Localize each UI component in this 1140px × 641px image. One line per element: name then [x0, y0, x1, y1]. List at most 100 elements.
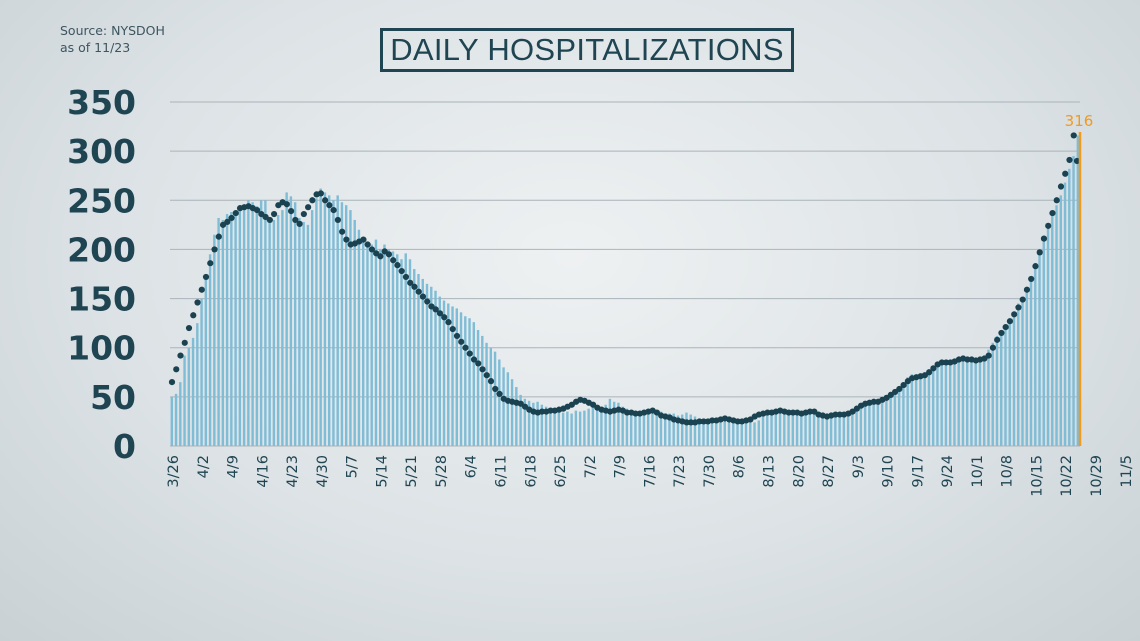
bar — [1017, 303, 1020, 446]
x-tick-label: 8/27 — [821, 455, 837, 488]
bar — [931, 367, 935, 446]
average-dot — [266, 216, 273, 224]
bar — [600, 410, 603, 446]
bar — [268, 217, 271, 446]
average-dot — [202, 273, 210, 281]
bar — [889, 394, 892, 446]
bar — [634, 411, 637, 446]
bar — [285, 192, 288, 446]
average-dot — [926, 369, 933, 376]
bar — [574, 410, 578, 446]
average-dot — [632, 410, 639, 417]
average-dot — [411, 283, 418, 290]
average-dot — [1049, 209, 1056, 217]
average-dot — [339, 228, 346, 235]
bar — [676, 415, 680, 446]
bar — [757, 420, 760, 446]
x-tick-label: 5/28 — [434, 455, 450, 488]
average-dot — [415, 288, 422, 295]
bar — [893, 391, 897, 446]
bar — [978, 359, 982, 446]
average-dot — [709, 417, 716, 424]
bar — [421, 278, 424, 446]
bar — [804, 412, 807, 446]
bar — [481, 335, 484, 446]
average-dot — [1070, 132, 1077, 139]
bar — [983, 355, 986, 446]
bar — [179, 382, 182, 446]
bar — [540, 404, 544, 446]
bar — [800, 411, 803, 446]
bar — [349, 210, 352, 446]
bar — [1059, 195, 1062, 446]
average-dot — [343, 236, 350, 243]
bar — [957, 361, 960, 446]
bar — [693, 416, 697, 446]
average-dot — [734, 418, 741, 425]
bar — [1021, 298, 1024, 446]
average-dot — [228, 214, 235, 222]
bar — [974, 362, 977, 446]
y-tick-label: 0 — [113, 427, 136, 466]
x-tick-label: 6/4 — [464, 455, 480, 478]
bar — [668, 413, 671, 446]
bar — [583, 410, 586, 446]
bar — [570, 413, 573, 446]
bar — [468, 318, 471, 446]
average-dot — [270, 210, 278, 218]
average-dot — [322, 197, 329, 204]
bar — [455, 308, 458, 446]
bar — [464, 316, 467, 446]
bar — [995, 335, 999, 446]
average-dot — [326, 202, 333, 209]
bar — [1051, 215, 1054, 446]
bar — [791, 413, 795, 446]
x-tick-label: 8/20 — [791, 455, 807, 488]
average-dot — [309, 197, 316, 204]
x-tick-label: 6/18 — [523, 455, 539, 488]
bar — [476, 330, 480, 446]
bar — [766, 414, 769, 446]
average-dot — [1057, 183, 1065, 190]
bar — [417, 274, 420, 446]
bar — [302, 221, 305, 446]
bar — [1038, 254, 1041, 446]
average-dot — [1073, 157, 1081, 165]
average-dot — [683, 419, 690, 426]
average-dot — [402, 273, 410, 281]
x-tick-label: 9/10 — [881, 455, 897, 488]
bar — [651, 413, 654, 446]
average-dot — [938, 359, 945, 366]
bar — [774, 413, 777, 446]
x-tick-label: 7/30 — [702, 455, 718, 488]
x-tick-label: 10/1 — [970, 455, 986, 488]
bar — [910, 374, 914, 446]
bar-series — [170, 135, 1079, 447]
bar — [276, 215, 280, 446]
bar — [948, 360, 952, 446]
bar — [625, 408, 629, 446]
average-dot — [998, 329, 1005, 337]
average-dot — [292, 216, 299, 224]
bar — [846, 415, 850, 446]
average-dot — [1036, 249, 1043, 256]
x-tick-label: 4/9 — [226, 455, 242, 478]
average-dot — [870, 398, 877, 405]
bar — [370, 244, 373, 446]
average-dot — [479, 366, 486, 373]
bar — [447, 303, 450, 446]
x-tick-label: 5/7 — [345, 455, 361, 478]
bar — [1068, 168, 1071, 446]
bar — [710, 421, 714, 446]
average-dot — [232, 209, 239, 217]
average-dot — [305, 204, 312, 211]
bar — [289, 196, 293, 446]
bar — [230, 212, 233, 446]
bar — [727, 422, 731, 446]
average-dot — [1053, 197, 1060, 204]
bar — [685, 412, 688, 446]
bar — [612, 401, 616, 446]
bar — [872, 401, 875, 446]
bar — [608, 398, 612, 446]
bar — [544, 406, 548, 446]
